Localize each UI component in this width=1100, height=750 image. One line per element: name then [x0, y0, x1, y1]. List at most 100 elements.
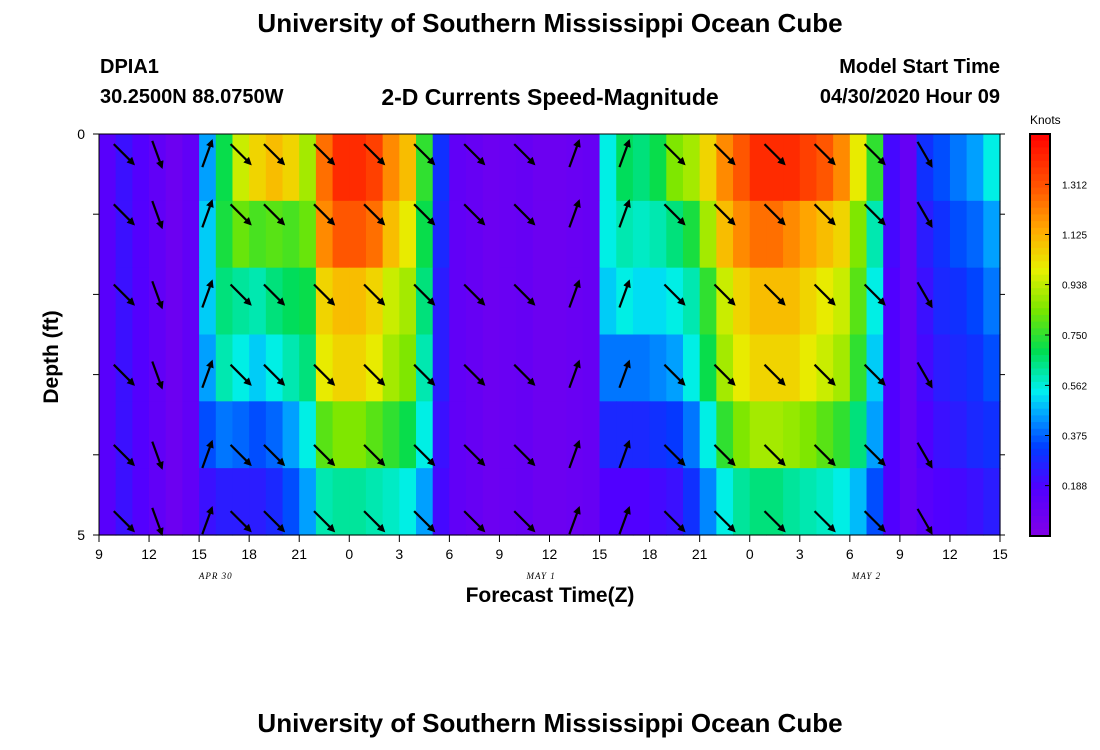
current-vector-arrow	[916, 361, 933, 389]
current-vector-arrow	[713, 363, 736, 386]
colorbar-segment	[1030, 281, 1050, 289]
heatmap-cell	[649, 401, 667, 469]
colorbar-segment	[1030, 502, 1050, 510]
heatmap-cell	[983, 334, 1001, 402]
heatmap-cell	[299, 468, 317, 536]
heatmap-cell	[632, 401, 651, 469]
heatmap-cell	[382, 401, 400, 469]
heatmap-cell	[399, 334, 417, 402]
heatmap-cell	[432, 134, 450, 202]
heatmap-cell	[315, 134, 334, 202]
heatmap-cell	[783, 200, 801, 269]
x-axis-title: Forecast Time(Z)	[465, 584, 635, 607]
heatmap-cell	[432, 267, 450, 336]
colorbar-segment	[1030, 455, 1050, 463]
current-vector-arrow	[763, 203, 786, 226]
heatmap-cell	[482, 334, 501, 402]
heatmap-cell	[699, 468, 717, 536]
heatmap-cell	[899, 267, 918, 336]
x-tick-label: 9	[896, 546, 904, 562]
heatmap-cell	[716, 468, 734, 536]
heatmap-cell	[332, 134, 350, 202]
current-vector-arrow	[813, 143, 836, 166]
heatmap-cell	[265, 134, 284, 202]
x-tick-label: 18	[241, 546, 257, 562]
heatmap-cell	[349, 468, 367, 536]
heatmap-cell	[682, 267, 701, 336]
heatmap-cell	[149, 200, 167, 269]
heatmap-cell	[449, 401, 467, 469]
colorbar-segment	[1030, 335, 1050, 343]
current-vector-arrow	[618, 439, 631, 469]
colorbar-segment	[1030, 355, 1050, 363]
current-vector-arrow	[763, 363, 786, 386]
heatmap-cell	[532, 200, 551, 269]
footer-title: University of Southern Mississippi Ocean…	[257, 708, 843, 738]
heatmap-cell	[616, 401, 634, 469]
heatmap-cell	[749, 134, 768, 202]
heatmap-cell	[582, 267, 601, 336]
colorbar-tick-label: 0.375	[1062, 432, 1087, 443]
colorbar-segment	[1030, 201, 1050, 209]
heatmap-cell	[699, 200, 717, 269]
heatmap-cell	[699, 134, 717, 202]
current-vector-arrow	[863, 444, 886, 467]
heatmap-cell	[399, 134, 417, 202]
current-vector-arrow	[916, 201, 933, 229]
heatmap-cell	[349, 200, 367, 269]
colorbar-segment	[1030, 174, 1050, 182]
heatmap-cell	[916, 468, 934, 536]
heatmap-cell	[866, 468, 884, 536]
heatmap-cell	[282, 401, 300, 469]
heatmap-cell	[249, 267, 267, 336]
colorbar-segment	[1030, 428, 1050, 437]
heatmap-cell	[466, 468, 484, 536]
heatmap-cell	[749, 200, 768, 269]
heatmap-cell	[332, 401, 350, 469]
colorbar-title: Knots	[1030, 113, 1061, 127]
heatmap-cell	[165, 401, 184, 469]
colorbar-segment	[1030, 328, 1050, 336]
heatmap-cell	[315, 468, 334, 536]
current-vector-arrow	[151, 441, 164, 470]
current-vector-arrow	[813, 283, 836, 306]
colorbar-segment	[1030, 288, 1050, 296]
heatmap-cell	[299, 200, 317, 269]
heatmap-cell	[682, 334, 701, 402]
heatmap-cell	[816, 134, 834, 202]
heatmap-cell	[332, 334, 350, 402]
current-vector-arrow	[363, 510, 386, 533]
heatmap-cell	[766, 468, 784, 536]
current-vector-arrow	[813, 444, 836, 467]
current-vector-arrow	[413, 203, 436, 226]
heatmap-cell	[799, 468, 818, 536]
current-vector-arrow	[513, 363, 536, 386]
heatmap-cell	[799, 401, 818, 469]
heatmap-cell	[365, 401, 384, 469]
colorbar-segment	[1030, 522, 1050, 530]
heatmap-cell	[632, 468, 651, 536]
heatmap-cell	[983, 401, 1001, 469]
colorbar-segment	[1030, 341, 1050, 349]
current-vector-arrow	[813, 203, 836, 226]
heatmap-cell	[833, 468, 851, 536]
heatmap-cell	[199, 334, 217, 402]
heatmap-cell	[132, 200, 150, 269]
heatmap-cell	[132, 468, 150, 536]
heatmap-cell	[132, 267, 150, 336]
current-vector-arrow	[463, 510, 486, 533]
current-vector-arrow	[113, 363, 135, 386]
colorbar-segment	[1030, 415, 1050, 423]
heatmap-cell	[249, 401, 267, 469]
heatmap-cell	[132, 401, 150, 469]
colorbar-segment	[1030, 247, 1050, 256]
heatmap-cell	[416, 401, 434, 469]
heatmap-cell	[716, 200, 734, 269]
heatmap-cell	[733, 200, 751, 269]
heatmap-cell	[516, 267, 534, 336]
colorbar-segment	[1030, 214, 1050, 222]
colorbar-segment	[1030, 509, 1050, 517]
heatmap-cell	[349, 334, 367, 402]
heatmap-cell	[949, 401, 968, 469]
x-tick-label: 3	[395, 546, 403, 562]
